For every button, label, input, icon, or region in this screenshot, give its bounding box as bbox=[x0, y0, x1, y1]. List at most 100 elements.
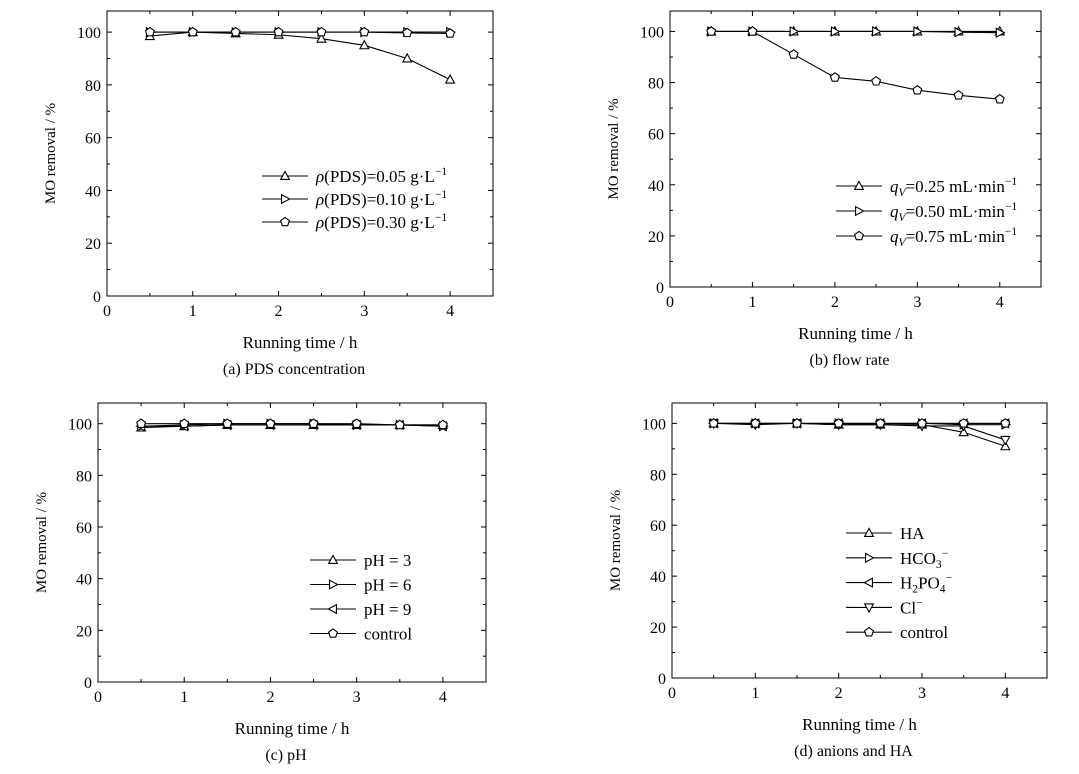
chart-caption: (b) flow rate bbox=[810, 352, 890, 369]
series-line bbox=[711, 30, 1000, 34]
series-line bbox=[713, 422, 1006, 441]
y-tick-label: 20 bbox=[85, 236, 101, 253]
y-tick-label: 100 bbox=[640, 24, 664, 41]
plot-frame bbox=[669, 10, 1042, 288]
data-point-marker bbox=[401, 52, 413, 63]
y-tick-label: 80 bbox=[76, 468, 92, 485]
y-axis-label: MO removal / % bbox=[43, 103, 59, 204]
series-3 bbox=[144, 26, 456, 38]
x-tick-label: 3 bbox=[918, 685, 926, 702]
y-tick-label: 0 bbox=[84, 675, 92, 692]
y-axis-label: MO removal / % bbox=[608, 490, 624, 591]
legend-label: ρ(PDS)=0.05 g·L−1 bbox=[315, 165, 447, 186]
data-point-marker bbox=[351, 418, 362, 428]
data-point-marker bbox=[1000, 418, 1011, 428]
data-point-marker bbox=[958, 426, 969, 437]
data-point-marker bbox=[994, 93, 1005, 104]
legend-label: H2PO4− bbox=[900, 572, 952, 596]
data-point-marker bbox=[706, 26, 717, 36]
data-point-marker bbox=[230, 26, 241, 37]
legend-marker bbox=[863, 603, 875, 614]
data-point-marker bbox=[316, 26, 327, 37]
x-tick-label: 4 bbox=[439, 689, 447, 706]
legend-marker bbox=[863, 577, 874, 588]
data-point-marker bbox=[316, 32, 327, 43]
legend-marker bbox=[279, 216, 291, 227]
legend-label: control bbox=[364, 625, 412, 644]
chart-caption: (c) pH bbox=[265, 747, 307, 764]
y-tick-label: 80 bbox=[648, 76, 664, 93]
data-point-marker bbox=[265, 418, 276, 428]
series-line bbox=[711, 30, 1000, 100]
y-tick-label: 0 bbox=[658, 671, 666, 688]
x-tick-label: 4 bbox=[446, 303, 454, 320]
legend-label: pH = 6 bbox=[364, 576, 411, 595]
legend-marker bbox=[864, 552, 875, 564]
data-point-marker bbox=[830, 26, 841, 37]
y-tick-label: 100 bbox=[77, 25, 101, 42]
legend-label: HCO3− bbox=[900, 547, 948, 571]
y-tick-label: 60 bbox=[76, 520, 92, 537]
series-line bbox=[149, 31, 451, 81]
y-tick-label: 80 bbox=[85, 78, 101, 95]
data-point-marker bbox=[788, 49, 799, 59]
chart-caption: (a) PDS concentration bbox=[223, 361, 365, 378]
data-point-marker bbox=[359, 26, 370, 37]
legend-label: Cl− bbox=[900, 596, 923, 617]
legend-marker bbox=[327, 628, 339, 638]
data-point-marker bbox=[871, 76, 882, 86]
x-tick-label: 2 bbox=[835, 685, 843, 702]
y-tick-label: 60 bbox=[650, 518, 666, 535]
x-tick-label: 4 bbox=[996, 294, 1004, 311]
y-tick-label: 40 bbox=[648, 178, 664, 195]
legend-marker bbox=[854, 205, 865, 217]
legend-marker bbox=[853, 180, 865, 190]
y-tick-label: 60 bbox=[85, 131, 101, 148]
legend-label: ρ(PDS)=0.30 g·L−1 bbox=[315, 211, 447, 232]
x-tick-label: 0 bbox=[94, 689, 102, 706]
data-point-marker bbox=[136, 418, 147, 428]
x-tick-label: 3 bbox=[353, 689, 361, 706]
legend-label: ρ(PDS)=0.10 g·L−1 bbox=[315, 188, 447, 209]
data-point-marker bbox=[916, 418, 928, 428]
x-tick-label: 1 bbox=[180, 689, 188, 706]
data-point-marker bbox=[872, 26, 882, 37]
x-tick-label: 2 bbox=[275, 303, 283, 320]
data-point-marker bbox=[222, 418, 233, 428]
x-axis-label: Running time / h bbox=[243, 333, 358, 352]
plot-frame bbox=[106, 10, 494, 297]
x-tick-label: 0 bbox=[666, 294, 674, 311]
legend-marker bbox=[863, 626, 875, 637]
x-axis-label: Running time / h bbox=[802, 715, 917, 734]
data-point-marker bbox=[829, 72, 840, 82]
legend: HA HCO3−H2PO4−Cl− control bbox=[846, 524, 952, 642]
y-tick-label: 40 bbox=[650, 569, 666, 586]
data-point-marker bbox=[747, 26, 758, 36]
data-point-marker bbox=[444, 73, 456, 84]
data-point-marker bbox=[954, 26, 965, 38]
data-point-marker bbox=[913, 26, 924, 37]
data-point-marker bbox=[187, 26, 198, 37]
legend-label: qV=0.25 mL·min−1 bbox=[890, 175, 1017, 199]
legend-marker bbox=[327, 554, 339, 565]
data-point-marker bbox=[953, 90, 964, 100]
x-tick-label: 2 bbox=[266, 689, 274, 706]
legend-marker bbox=[280, 193, 291, 205]
y-tick-label: 100 bbox=[68, 417, 92, 434]
data-point-marker bbox=[750, 418, 761, 428]
x-tick-label: 1 bbox=[751, 685, 759, 702]
data-point-marker bbox=[875, 418, 886, 428]
data-point-marker bbox=[789, 26, 800, 37]
y-tick-label: 100 bbox=[642, 416, 666, 433]
legend: ρ(PDS)=0.05 g·L−1ρ(PDS)=0.10 g·L−1ρ(PDS)… bbox=[262, 165, 447, 232]
legend-marker bbox=[279, 170, 291, 180]
data-point-marker bbox=[995, 27, 1006, 39]
legend: qV=0.25 mL·min−1qV=0.50 mL·min−1qV=0.75 … bbox=[836, 175, 1017, 249]
legend-label: qV=0.75 mL·min−1 bbox=[890, 225, 1017, 249]
legend: pH = 3 pH = 6 pH = 9 control bbox=[310, 551, 412, 644]
x-tick-label: 4 bbox=[1001, 685, 1009, 702]
